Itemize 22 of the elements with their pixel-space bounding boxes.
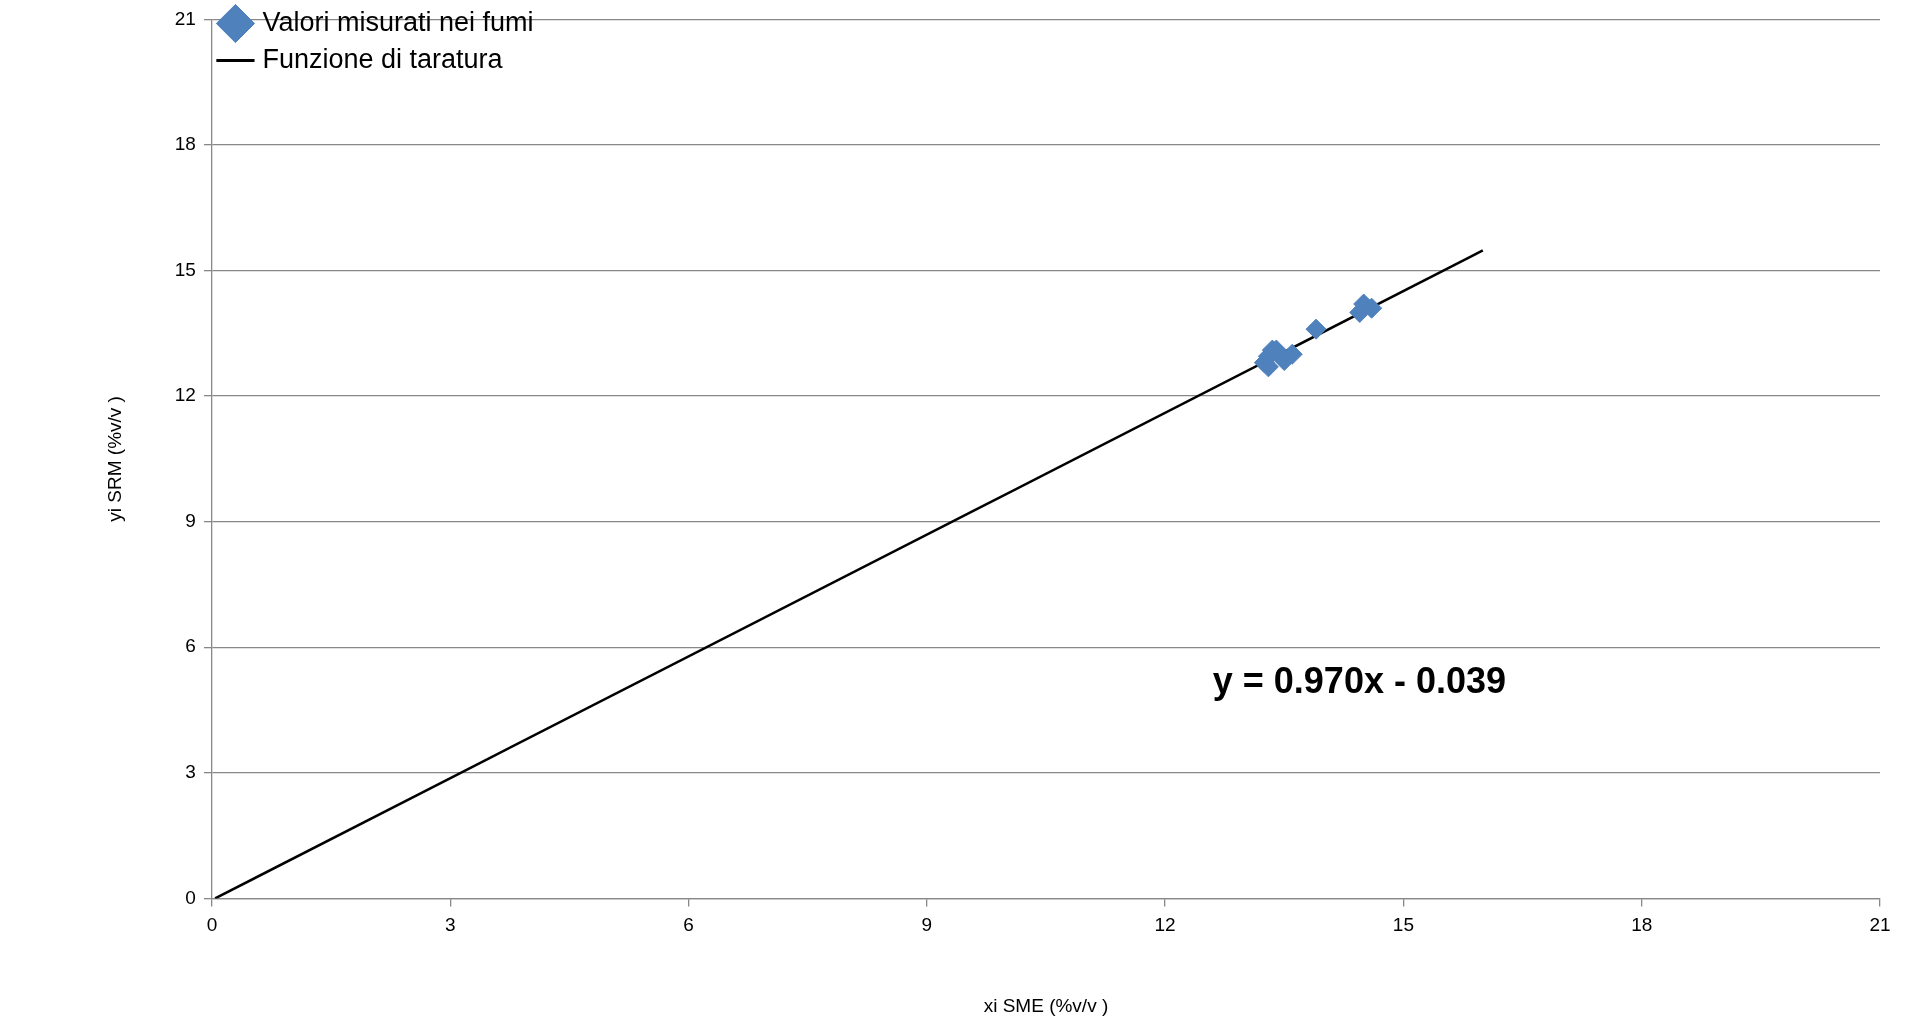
x-tick-label: 6 bbox=[683, 914, 694, 936]
y-tick-label: 6 bbox=[185, 635, 196, 657]
y-tick-label: 12 bbox=[174, 384, 196, 406]
y-tick-label: 0 bbox=[185, 886, 196, 908]
y-tick-label: 3 bbox=[185, 761, 196, 783]
x-tick-label: 21 bbox=[1869, 914, 1891, 936]
x-tick-label: 0 bbox=[206, 914, 218, 936]
x-tick-label: 12 bbox=[1154, 914, 1176, 936]
y-tick-label: 15 bbox=[174, 258, 196, 280]
legend-label: Funzione di taratura bbox=[262, 43, 504, 74]
x-tick-label: 15 bbox=[1392, 914, 1414, 936]
point bbox=[1305, 318, 1327, 340]
x-axis-title: xi SME (%v/v ) bbox=[983, 994, 1109, 1016]
y-axis-title: yi SRM (%v/v ) bbox=[103, 396, 125, 522]
annotation: y = 0.970x - 0.039 bbox=[1212, 659, 1507, 701]
y-tick-label: 21 bbox=[174, 7, 196, 29]
x-tick-label: 9 bbox=[921, 914, 933, 936]
x-tick-label: 3 bbox=[444, 914, 456, 936]
y-tick-label: 9 bbox=[185, 509, 196, 531]
y-tick-label: 18 bbox=[174, 133, 196, 155]
legend-label: Valori misurati nei fumi bbox=[262, 6, 534, 37]
x-tick-label: 18 bbox=[1631, 914, 1653, 936]
